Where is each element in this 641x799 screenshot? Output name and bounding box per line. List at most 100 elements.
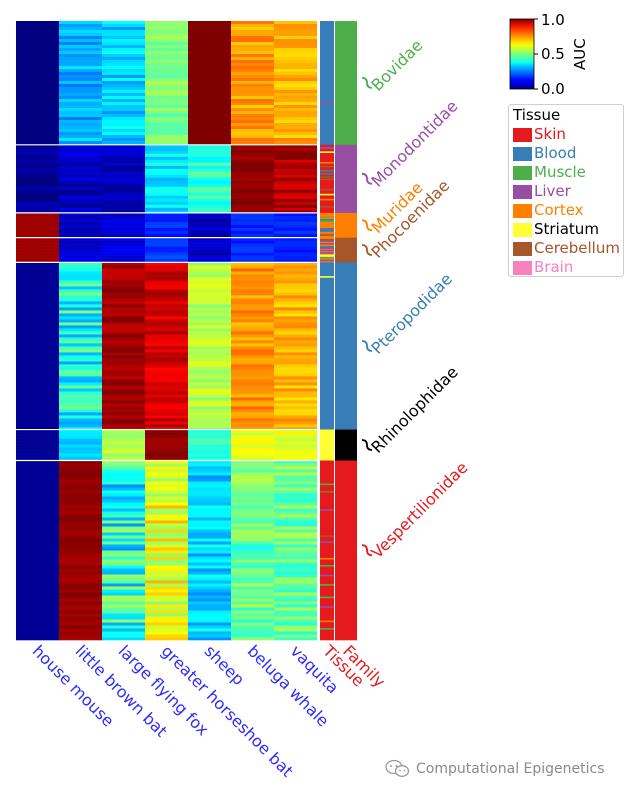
legend-label-blood: Blood <box>534 144 577 162</box>
heatmap-cell <box>188 90 232 94</box>
heatmap-cell <box>145 286 189 290</box>
heatmap-cell <box>274 138 318 142</box>
heatmap-cell <box>102 589 146 593</box>
heatmap-cell <box>16 201 60 206</box>
heatmap-cell <box>231 280 275 284</box>
heatmap-cell <box>59 496 103 500</box>
heatmap-cell <box>145 24 189 28</box>
heatmap-cell <box>59 418 103 422</box>
heatmap-cell <box>145 72 189 76</box>
heatmap-cell <box>145 153 189 158</box>
heatmap-cell <box>188 42 232 46</box>
heatmap-cell <box>102 475 146 479</box>
heatmap-cell <box>231 598 275 602</box>
heatmap-cell <box>274 301 318 305</box>
heatmap-cell <box>274 153 318 158</box>
heatmap-cell <box>231 349 275 353</box>
heatmap-cell <box>274 322 318 326</box>
heatmap-cell <box>145 141 189 145</box>
heatmap-cell <box>188 538 232 542</box>
heatmap-cell <box>102 631 146 635</box>
heatmap-cell <box>231 370 275 374</box>
heatmap-cell <box>102 550 146 554</box>
heatmap-cell <box>59 634 103 638</box>
heatmap-cell <box>145 207 189 212</box>
heatmap-cell <box>231 574 275 578</box>
heatmap-cell <box>274 156 318 161</box>
heatmap-cell <box>188 601 232 605</box>
heatmap-cell <box>16 447 60 451</box>
heatmap-cell <box>188 460 232 464</box>
tissue-speckle <box>320 606 334 608</box>
heatmap-cell <box>59 463 103 467</box>
heatmap-cell <box>145 535 189 539</box>
heatmap-cell <box>59 331 103 335</box>
heatmap-cell <box>274 429 318 433</box>
tissue-speckle <box>320 233 334 235</box>
heatmap-cell <box>274 105 318 109</box>
heatmap-cell <box>274 340 318 344</box>
heatmap-cell <box>188 511 232 515</box>
tissue-speckle <box>320 247 334 249</box>
heatmap-cell <box>145 301 189 305</box>
heatmap-cell <box>274 441 318 445</box>
heatmap-cell <box>188 406 232 410</box>
heatmap-cell <box>274 283 318 287</box>
heatmap-cell <box>59 478 103 482</box>
heatmap-cell <box>102 595 146 599</box>
heatmap-cell <box>231 418 275 422</box>
tissue-speckle <box>320 198 334 201</box>
heatmap-cell <box>59 283 103 287</box>
heatmap-cell <box>274 147 318 152</box>
heatmap-cell <box>16 90 60 94</box>
heatmap-cell <box>59 334 103 338</box>
heatmap-cell <box>188 496 232 500</box>
heatmap-cell <box>102 183 146 188</box>
heatmap-cell <box>16 42 60 46</box>
heatmap-cell <box>16 159 60 164</box>
heatmap-cell <box>145 298 189 302</box>
heatmap-cell <box>188 622 232 626</box>
heatmap-cell <box>274 289 318 293</box>
heatmap-cell <box>102 111 146 115</box>
heatmap-cell <box>59 400 103 404</box>
heatmap-cell <box>188 631 232 635</box>
heatmap-cell <box>188 102 232 106</box>
heatmap-cell <box>231 233 275 238</box>
heatmap-cell <box>59 370 103 374</box>
heatmap-cell <box>16 30 60 34</box>
heatmap-cell <box>231 132 275 136</box>
heatmap-cell <box>16 352 60 356</box>
heatmap-cell <box>145 215 189 220</box>
heatmap-cell <box>188 358 232 362</box>
heatmap-cell <box>231 258 275 262</box>
heatmap-cell <box>145 625 189 629</box>
tissue-speckle <box>320 244 334 247</box>
heatmap-cell <box>145 352 189 356</box>
tissue-speckle <box>320 255 334 257</box>
colorbar-tick-max: 1.0 <box>541 11 565 29</box>
heatmap-cell <box>102 286 146 290</box>
heatmap-cell <box>231 403 275 407</box>
heatmap-cell <box>231 298 275 302</box>
heatmap-cell <box>16 379 60 383</box>
heatmap-cell <box>274 493 318 497</box>
heatmap-cell <box>16 277 60 281</box>
heatmap-cell <box>16 198 60 203</box>
heatmap-cell <box>59 280 103 284</box>
heatmap-cell <box>274 224 318 229</box>
heatmap-cell <box>188 418 232 422</box>
heatmap-cell <box>231 571 275 575</box>
heatmap-cell <box>274 622 318 626</box>
heatmap-cell <box>145 132 189 136</box>
heatmap-cell <box>231 159 275 164</box>
heatmap-cell <box>102 325 146 329</box>
tissue-speckle <box>320 161 334 164</box>
heatmap-cell <box>102 568 146 572</box>
heatmap-cell <box>145 435 189 439</box>
heatmap-cell <box>102 432 146 436</box>
family-label-monodontidae: Monodontidae <box>367 96 461 190</box>
heatmap-cell <box>145 391 189 395</box>
heatmap-cell <box>59 51 103 55</box>
